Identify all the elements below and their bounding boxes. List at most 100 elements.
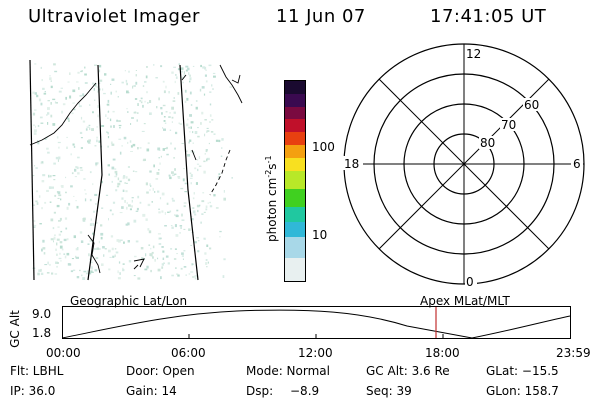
speckle-dot: [90, 271, 94, 273]
speckle-dot: [110, 235, 114, 238]
speckle-dot: [47, 261, 49, 265]
speckle-dot: [66, 238, 69, 241]
speckle-dot: [119, 126, 121, 129]
speckle-dot: [188, 72, 190, 76]
speckle-dot: [55, 156, 59, 160]
speckle-dot: [166, 146, 168, 150]
speckle-dot: [109, 118, 112, 122]
speckle-dot: [104, 73, 107, 76]
speckle-dot: [173, 66, 176, 68]
speckle-dot: [167, 211, 170, 213]
speckle-dot: [181, 219, 185, 221]
speckle-dot: [149, 183, 151, 186]
speckle-dot: [41, 180, 45, 183]
speckle-dot: [75, 200, 77, 202]
speckle-dot: [181, 143, 184, 144]
speckle-dot: [205, 259, 208, 261]
speckle-dot: [133, 219, 137, 223]
speckle-dot: [151, 251, 154, 254]
speckle-dot: [88, 253, 90, 257]
speckle-dot: [189, 74, 191, 77]
speckle-dot: [64, 255, 67, 259]
speckle-dot: [197, 240, 200, 242]
speckle-dot: [84, 82, 88, 84]
speckle-dot: [89, 223, 92, 226]
speckle-dot: [91, 266, 93, 269]
speckle-dot: [149, 189, 151, 191]
speckle-dot: [218, 139, 221, 143]
speckle-dot: [119, 212, 123, 214]
speckle-dot: [203, 160, 206, 163]
speckle-dot: [211, 119, 214, 121]
speckle-dot: [145, 75, 148, 79]
speckle-dot: [178, 63, 180, 65]
speckle-dot: [171, 171, 174, 174]
speckle-dot: [208, 142, 210, 145]
speckle-dot: [163, 90, 166, 94]
speckle-dot: [67, 117, 70, 120]
speckle-dot: [96, 139, 98, 143]
glat-info: GLat: −15.5: [486, 364, 559, 378]
speckle-dot: [160, 276, 162, 280]
ring-label-80: 80: [480, 136, 495, 150]
speckle-dot: [73, 195, 75, 197]
speckle-dot: [40, 268, 42, 272]
speckle-dot: [114, 254, 116, 258]
speckle-dot: [164, 122, 167, 124]
speckle-dot: [163, 262, 165, 264]
colorbar-segment: [285, 222, 305, 238]
speckle-dot: [65, 227, 68, 230]
speckle-dot: [50, 175, 52, 178]
speckle-dot: [161, 192, 165, 196]
speckle-dot: [210, 131, 214, 133]
xtick-0600: 06:00: [171, 346, 206, 360]
speckle-dot: [128, 204, 131, 207]
speckle-dot: [143, 158, 146, 161]
speckle-dot: [147, 203, 151, 207]
speckle-dot: [190, 244, 192, 246]
speckle-dot: [36, 94, 39, 98]
speckle-dot: [95, 162, 98, 165]
speckle-dot: [162, 127, 164, 129]
speckle-dot: [89, 127, 91, 131]
speckle-dot: [183, 266, 187, 268]
speckle-dot: [167, 262, 170, 265]
speckle-dot: [55, 248, 57, 251]
speckle-dot: [119, 239, 123, 241]
ring-label-60: 60: [524, 98, 539, 112]
altitude-timeline: [62, 306, 571, 339]
colorbar-segment: [285, 106, 305, 120]
speckle-dot: [198, 165, 202, 167]
speckle-dot: [181, 213, 183, 217]
speckle-dot: [164, 212, 166, 215]
mlt-label-0: 0: [466, 275, 474, 289]
speckle-dot: [156, 106, 158, 109]
speckle-dot: [158, 97, 160, 101]
xtick-1800: 18:00: [425, 346, 460, 360]
speckle-dot: [161, 263, 164, 266]
speckle-dot: [85, 272, 89, 275]
speckle-dot: [196, 159, 199, 161]
speckle-dot: [50, 85, 53, 89]
speckle-dot: [79, 269, 81, 272]
speckle-dot: [107, 131, 109, 135]
speckle-dot: [182, 81, 184, 84]
speckle-dot: [76, 205, 79, 209]
speckle-dot: [80, 169, 84, 171]
speckle-dot: [135, 81, 138, 85]
speckle-dot: [114, 170, 118, 174]
speckle-dot: [168, 91, 170, 94]
speckle-dot: [148, 230, 152, 234]
speckle-dot: [34, 165, 36, 167]
speckle-dot: [190, 104, 193, 106]
speckle-dot: [46, 272, 50, 274]
speckle-dot: [185, 123, 189, 127]
speckle-dot: [154, 191, 156, 193]
speckle-dot: [192, 207, 195, 209]
speckle-dot: [147, 142, 150, 145]
speckle-dot: [146, 148, 150, 152]
speckle-dot: [55, 261, 58, 264]
speckle-dot: [80, 240, 84, 243]
speckle-dot: [87, 243, 90, 245]
speckle-dot: [172, 174, 175, 176]
